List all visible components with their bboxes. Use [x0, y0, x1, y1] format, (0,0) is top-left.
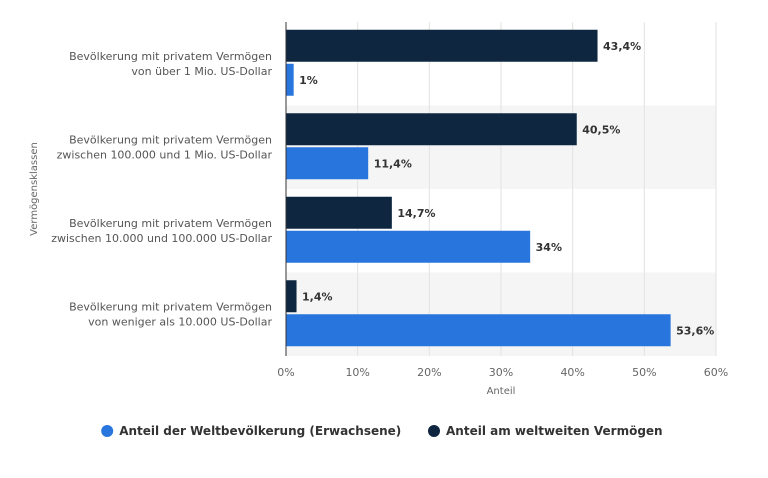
- category-label: Bevölkerung mit privatem Vermögen zwische…: [51, 217, 272, 245]
- bar: [286, 314, 671, 347]
- x-axis-title: Anteil: [487, 386, 516, 397]
- x-tick-label: 0%: [277, 366, 294, 379]
- data-label: 34%: [536, 241, 562, 254]
- data-label: 40,5%: [582, 123, 620, 136]
- category-label-line: Bevölkerung mit privatem Vermögen: [69, 300, 272, 313]
- legend-label[interactable]: Anteil am weltweiten Vermögen: [446, 424, 663, 438]
- y-axis-title: Vermögensklassen: [29, 142, 40, 236]
- data-label: 53,6%: [676, 324, 714, 337]
- bars: [286, 29, 671, 347]
- data-label: 1%: [299, 74, 318, 87]
- grid-lines: [357, 22, 717, 356]
- bar: [286, 196, 392, 229]
- x-tick-label: 30%: [489, 366, 513, 379]
- legend-marker: [428, 425, 440, 437]
- bar: [286, 29, 598, 62]
- category-label: Bevölkerung mit privatem Vermögen von wen…: [69, 300, 272, 328]
- x-tick-label: 60%: [704, 366, 728, 379]
- bar: [286, 147, 369, 180]
- legend: Anteil der Weltbevölkerung (Erwachsene) A…: [101, 424, 663, 438]
- category-label-line: von über 1 Mio. US-Dollar: [131, 65, 272, 78]
- data-label: 1,4%: [302, 290, 333, 303]
- data-label: 43,4%: [603, 40, 641, 53]
- x-tick-label: 40%: [560, 366, 584, 379]
- x-tick-label: 20%: [417, 366, 441, 379]
- bar: [286, 280, 297, 313]
- data-label: 11,4%: [374, 157, 412, 170]
- category-label-line: zwischen 10.000 und 100.000 US-Dollar: [51, 232, 272, 245]
- data-labels: 43,4% 1% 40,5% 11,4% 14,7% 34% 1,4% 53,6%: [299, 40, 714, 338]
- category-labels: Bevölkerung mit privatem Vermögen von übe…: [51, 50, 272, 329]
- category-label-line: von weniger als 10.000 US-Dollar: [88, 315, 272, 328]
- category-label-line: Bevölkerung mit privatem Vermögen: [69, 217, 272, 230]
- legend-marker: [101, 425, 114, 437]
- category-label-line: Bevölkerung mit privatem Vermögen: [69, 50, 272, 63]
- bar: [286, 230, 531, 263]
- x-tick-label: 50%: [632, 366, 656, 379]
- category-label-line: zwischen 100.000 und 1 Mio. US-Dollar: [57, 148, 273, 161]
- bar: [286, 63, 294, 96]
- category-label: Bevölkerung mit privatem Vermögen von übe…: [69, 50, 272, 78]
- category-label: Bevölkerung mit privatem Vermögen zwische…: [57, 133, 273, 161]
- x-axis-ticks: 0% 10% 20% 30% 40% 50% 60%: [277, 366, 728, 379]
- x-tick-label: 10%: [345, 366, 369, 379]
- data-label: 14,7%: [397, 207, 435, 220]
- category-label-line: Bevölkerung mit privatem Vermögen: [69, 133, 272, 146]
- bar: [286, 113, 577, 146]
- legend-label[interactable]: Anteil der Weltbevölkerung (Erwachsene): [119, 424, 401, 438]
